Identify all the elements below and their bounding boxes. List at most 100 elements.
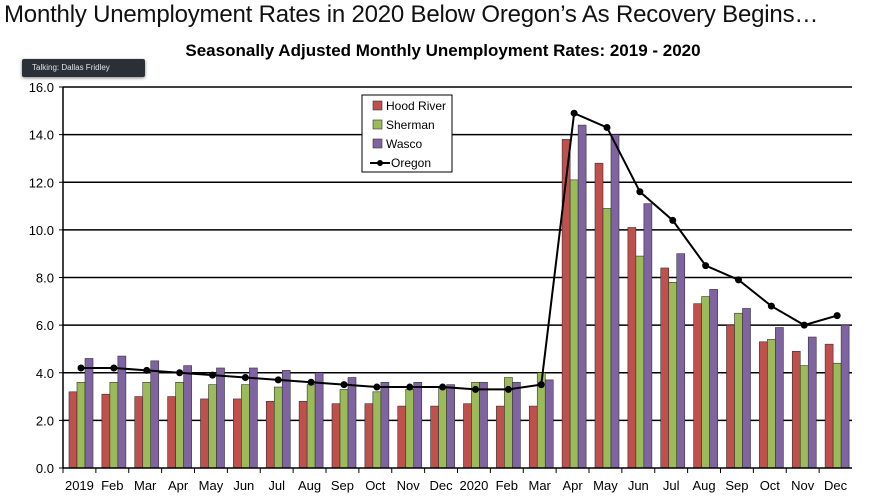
x-tick-label: Apr (562, 478, 583, 493)
legend-label: Hood River (386, 99, 446, 113)
legend-label: Sherman (386, 118, 435, 132)
y-tick-label: 4.0 (36, 366, 54, 381)
bar-sherman (339, 389, 349, 469)
bar-wasco (446, 384, 455, 469)
bar-sherman (405, 389, 415, 469)
chart-title: Seasonally Adjusted Monthly Unemployment… (185, 41, 700, 60)
bar-hood-river (430, 405, 439, 469)
bar-wasco (347, 377, 357, 469)
bar-hood-river (298, 401, 308, 469)
oregon-point (77, 364, 85, 372)
bar-sherman (734, 312, 743, 469)
bar-hood-river (134, 396, 144, 469)
bar-wasco (512, 381, 521, 469)
oregon-point (603, 123, 611, 131)
x-tick-label: 2019 (65, 478, 94, 493)
x-tick-label: May (593, 478, 618, 493)
bar-wasco (249, 367, 258, 469)
bar-sherman (701, 296, 710, 469)
y-tick-label: 8.0 (36, 271, 54, 286)
bar-sherman (208, 384, 217, 469)
x-tick-label: Jul (268, 478, 285, 493)
bar-wasco (610, 134, 620, 469)
x-tick-label: Aug (298, 478, 321, 493)
bar-sherman (372, 391, 382, 469)
bar-sherman (109, 381, 119, 469)
y-tick-label: 6.0 (36, 318, 54, 333)
bar-hood-river (397, 405, 407, 469)
bar-sherman (767, 339, 776, 469)
bar-sherman (799, 365, 809, 469)
oregon-point (800, 321, 808, 329)
bar-wasco (577, 124, 587, 469)
bar-wasco (314, 372, 324, 469)
bar-hood-river (167, 396, 176, 469)
oregon-point (570, 109, 578, 117)
oregon-point (537, 381, 545, 389)
oregon-point (735, 276, 742, 284)
oregon-point (702, 262, 710, 270)
oregon-point (406, 383, 414, 391)
bar-wasco (840, 324, 850, 469)
oregon-point (833, 312, 841, 320)
bar-wasco (709, 289, 718, 469)
bar-hood-river (265, 401, 275, 469)
bar-hood-river (331, 403, 341, 469)
x-tick-label: Sep (331, 478, 354, 493)
bar-sherman (569, 179, 579, 469)
x-tick-label: Apr (168, 478, 189, 493)
x-tick-label: Sep (725, 478, 748, 493)
oregon-point (110, 364, 118, 372)
bar-hood-river (68, 391, 78, 469)
x-tick-label: Aug (692, 478, 715, 493)
bar-hood-river (496, 405, 505, 469)
x-tick-label: Dec (430, 478, 454, 493)
legend-swatch (372, 100, 383, 111)
bar-wasco (150, 360, 160, 469)
bar-sherman (273, 386, 283, 469)
x-tick-label: Dec (824, 478, 848, 493)
legend-label: Oregon (391, 156, 431, 170)
bar-sherman (635, 255, 645, 469)
bar-sherman (668, 281, 678, 469)
oregon-point (669, 216, 677, 224)
bar-wasco (380, 381, 390, 469)
bar-wasco (742, 308, 751, 469)
legend-swatch (372, 119, 383, 130)
bar-wasco (183, 365, 192, 469)
speaker-tooltip: Talking: Dallas Fridley (22, 59, 145, 77)
oregon-point (176, 369, 184, 377)
oregon-point (472, 385, 479, 393)
bar-wasco (281, 370, 291, 469)
bar-sherman (832, 362, 842, 469)
bar-hood-river (759, 341, 768, 469)
bar-hood-river (660, 267, 670, 469)
bar-hood-river (528, 405, 538, 469)
legend-marker (377, 160, 383, 166)
slide-title: Monthly Unemployment Rates in 2020 Below… (4, 1, 819, 28)
x-tick-label: Nov (397, 478, 421, 493)
bar-sherman (175, 381, 184, 469)
bar-hood-river (824, 343, 834, 469)
x-tick-label: Oct (365, 478, 386, 493)
oregon-point (143, 366, 151, 374)
oregon-point (636, 188, 644, 196)
oregon-point (373, 383, 381, 391)
bar-wasco (84, 358, 94, 469)
x-tick-label: Feb (101, 478, 123, 493)
x-tick-label: Jun (628, 478, 649, 493)
x-tick-label: Feb (496, 478, 518, 493)
oregon-point (767, 302, 775, 310)
x-tick-label: Nov (791, 478, 815, 493)
bar-hood-river (364, 403, 374, 469)
bar-hood-river (200, 398, 209, 469)
oregon-point (504, 385, 512, 393)
bar-hood-river (791, 351, 801, 469)
y-tick-label: 0.0 (36, 461, 54, 476)
bar-wasco (544, 379, 554, 469)
bar-sherman (241, 384, 250, 469)
legend-swatch (372, 138, 383, 149)
y-tick-label: 2.0 (36, 413, 54, 428)
y-tick-label: 12.0 (29, 175, 54, 190)
bar-sherman (306, 384, 316, 469)
